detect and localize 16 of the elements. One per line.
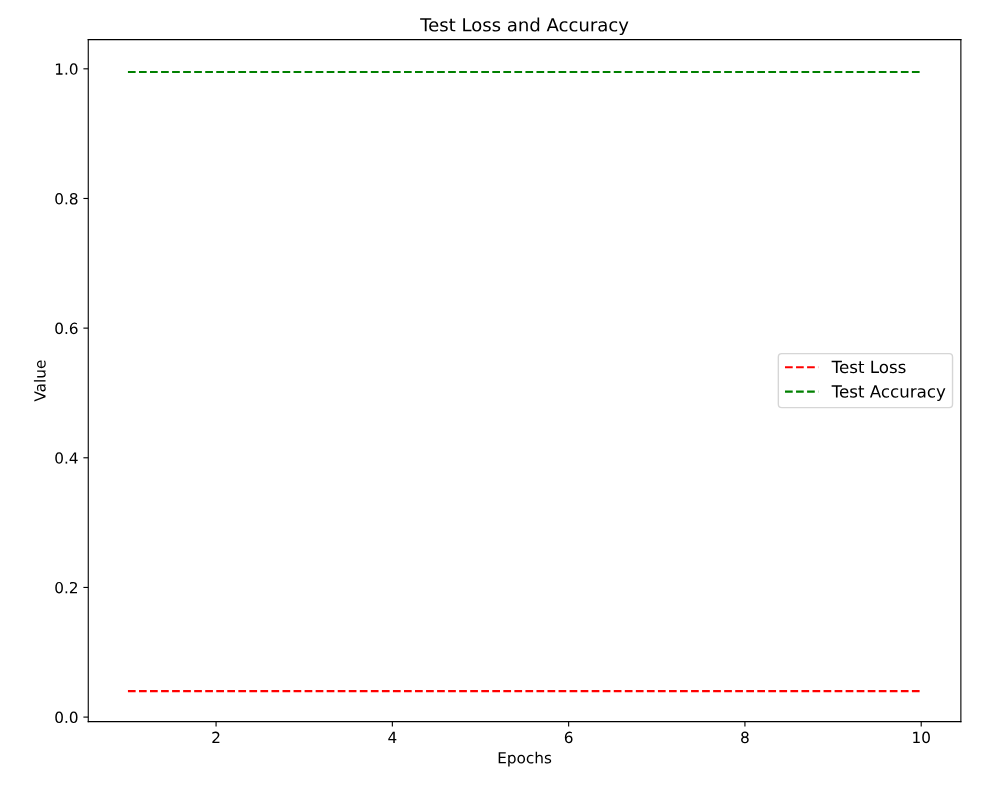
x-tick-label: 4 [388,731,397,743]
y-tick-label: 0.4 [55,452,78,464]
y-tick-label: 0.8 [55,192,78,205]
y-tick-label: 1.0 [55,63,78,75]
y-axis-title: Value [33,360,46,402]
x-tick-label: 2 [212,731,220,743]
y-tick-label: 0.0 [55,711,78,724]
x-axis-title: Epochs [498,751,552,767]
legend-label: Test Loss [831,360,906,374]
x-tick-label: 6 [564,731,573,744]
x-tick-label: 10 [913,731,930,744]
legend-label: Test Accuracy [831,385,946,401]
y-tick-label: 0.6 [55,322,78,335]
y-tick-label: 0.2 [55,581,78,594]
chart-title: Test Loss and Accuracy [420,17,629,36]
x-tick-label: 8 [741,731,749,744]
